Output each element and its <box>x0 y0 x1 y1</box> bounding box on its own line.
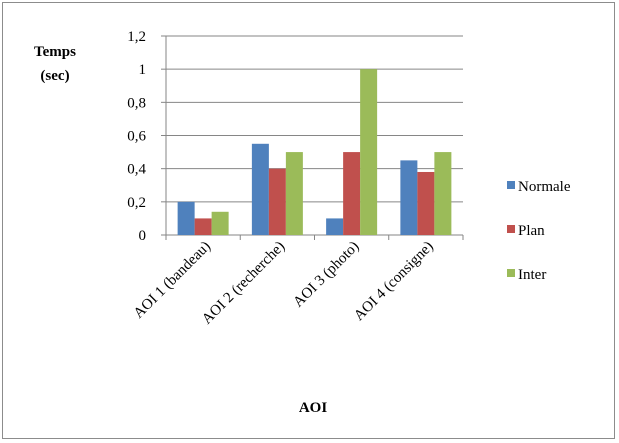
bar <box>343 152 361 235</box>
legend-swatch-plan <box>507 225 515 233</box>
bar <box>326 218 344 235</box>
x-tick-label: AOI 4 (consigne) <box>351 239 437 325</box>
y-tick-label: 1 <box>139 62 147 78</box>
bar <box>417 171 435 235</box>
bar <box>211 211 229 235</box>
bar <box>268 168 286 235</box>
bar <box>360 69 378 236</box>
y-tick-labels: 0 0,2 0,4 0,6 0,8 1 1,2 <box>127 29 146 244</box>
y-tick-label: 0,6 <box>127 129 146 145</box>
chart-frame <box>2 2 615 439</box>
legend-label-normale: Normale <box>518 179 571 195</box>
y-axis-ticks <box>161 35 464 240</box>
legend-label-inter: Inter <box>518 267 546 283</box>
x-tick-label: AOI 2 (recherche) <box>199 239 288 328</box>
y-tick-label: 1,2 <box>127 29 146 45</box>
bar <box>194 218 212 235</box>
bar <box>177 201 195 235</box>
bars <box>177 69 452 236</box>
y-axis-title-line-1: Temps <box>34 44 76 60</box>
y-tick-label: 0 <box>139 228 147 244</box>
y-axis-title-line-2: (sec) <box>40 68 69 84</box>
legend-swatch-inter <box>507 269 515 277</box>
y-tick-label: 0,2 <box>127 195 146 211</box>
x-tick-label: AOI 3 (photo) <box>290 239 362 311</box>
legend: Normale Plan Inter <box>507 179 571 283</box>
x-tick-labels: AOI 1 (bandeau)AOI 2 (recherche) AOI 3 (p… <box>131 239 437 328</box>
bar <box>251 143 269 235</box>
x-axis-title: AOI <box>299 400 328 416</box>
y-tick-label: 0,8 <box>127 95 146 111</box>
bar <box>400 160 418 235</box>
x-tick-label: AOI 1 (bandeau) <box>131 239 214 322</box>
legend-label-plan: Plan <box>518 223 545 239</box>
legend-swatch-normale <box>507 181 515 189</box>
y-tick-label: 0,4 <box>127 162 146 178</box>
bar <box>285 152 303 235</box>
bar <box>434 152 452 235</box>
